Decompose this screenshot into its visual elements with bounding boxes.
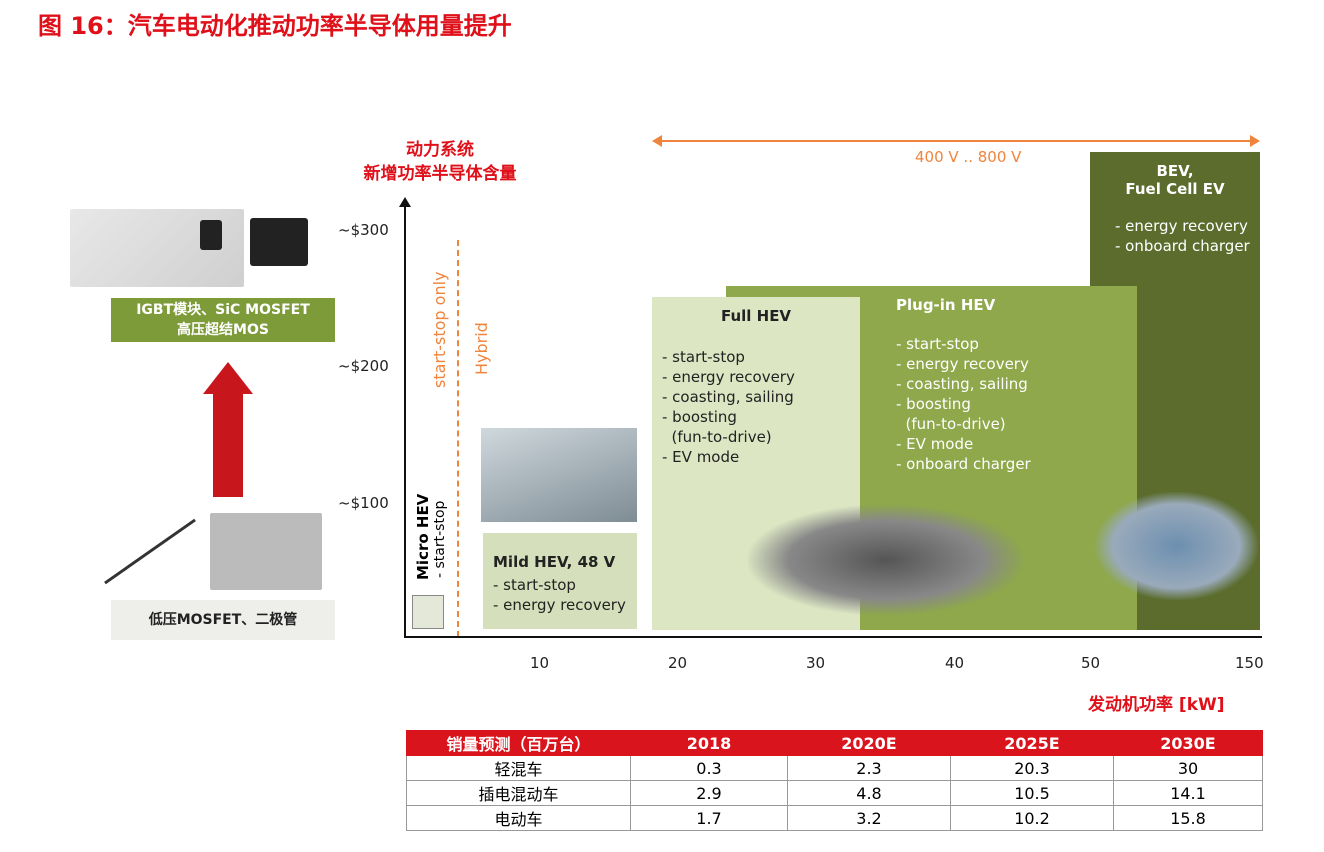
hybrid-divider (457, 240, 459, 637)
up-arrow-icon (213, 392, 243, 497)
sales-forecast-table: 销量预测（百万台） 2018 2020E 2025E 2030E 轻混车 0.3 2… (406, 730, 1263, 831)
y-axis-title: 动力系统 新增功率半导体含量 (363, 140, 517, 184)
x-tick: 20 (668, 654, 688, 672)
table-row: 电动车 1.7 3.2 10.2 15.8 (406, 805, 1263, 831)
micro-hev-zone (412, 595, 444, 629)
micro-hev-item: - start-stop (432, 500, 448, 578)
y-tick: ~$300 (338, 221, 389, 239)
header-cell: 销量预测（百万台） (406, 730, 631, 756)
mild-hev-car-image (481, 428, 637, 522)
y-tick: ~$200 (338, 357, 389, 375)
x-tick: 40 (945, 654, 965, 672)
y-axis (404, 205, 406, 638)
header-cell: 2025E (950, 730, 1114, 756)
x-tick: 10 (530, 654, 550, 672)
table-row: 插电混动车 2.9 4.8 10.5 14.1 (406, 780, 1263, 806)
micro-hev-title: Micro HEV (414, 493, 432, 580)
x-tick: 30 (806, 654, 826, 672)
up-arrow-head-icon (203, 362, 253, 394)
arrow-left-icon (652, 135, 662, 147)
voltage-range-label: 400 V .. 800 V (915, 148, 1022, 166)
header-cell: 2018 (630, 730, 788, 756)
hybrid-label: Hybrid (472, 322, 491, 375)
x-tick: 150 (1235, 654, 1264, 672)
arrow-right-icon (1250, 135, 1260, 147)
voltage-range-arrow (660, 140, 1252, 142)
header-cell: 2020E (787, 730, 951, 756)
figure-title: 图 16：汽车电动化推动功率半导体用量提升 (38, 12, 512, 40)
low-voltage-label: 低压MOSFET、二极管 (111, 600, 335, 640)
mild-hev-zone: Mild HEV, 48 V - start-stop - energy reco… (483, 533, 637, 629)
y-axis-arrow-icon (399, 197, 411, 207)
ic-chip-image (250, 218, 308, 266)
high-voltage-label: IGBT模块、SiC MOSFET 高压超结MOS (111, 298, 335, 342)
start-stop-only-label: start-stop only (430, 271, 449, 388)
y-tick: ~$100 (338, 494, 389, 512)
x-axis (404, 636, 1262, 638)
header-cell: 2030E (1113, 730, 1263, 756)
ev-car-image (1095, 492, 1258, 600)
x-axis-title: 发动机功率 [kW] (1088, 695, 1225, 715)
chassis-image (748, 505, 1023, 615)
x-tick: 50 (1081, 654, 1101, 672)
mosfet-image (210, 513, 322, 590)
discrete-transistor-image (200, 220, 222, 250)
diode-image (104, 518, 196, 585)
table-header-row: 销量预测（百万台） 2018 2020E 2025E 2030E (406, 730, 1263, 756)
table-row: 轻混车 0.3 2.3 20.3 30 (406, 755, 1263, 781)
